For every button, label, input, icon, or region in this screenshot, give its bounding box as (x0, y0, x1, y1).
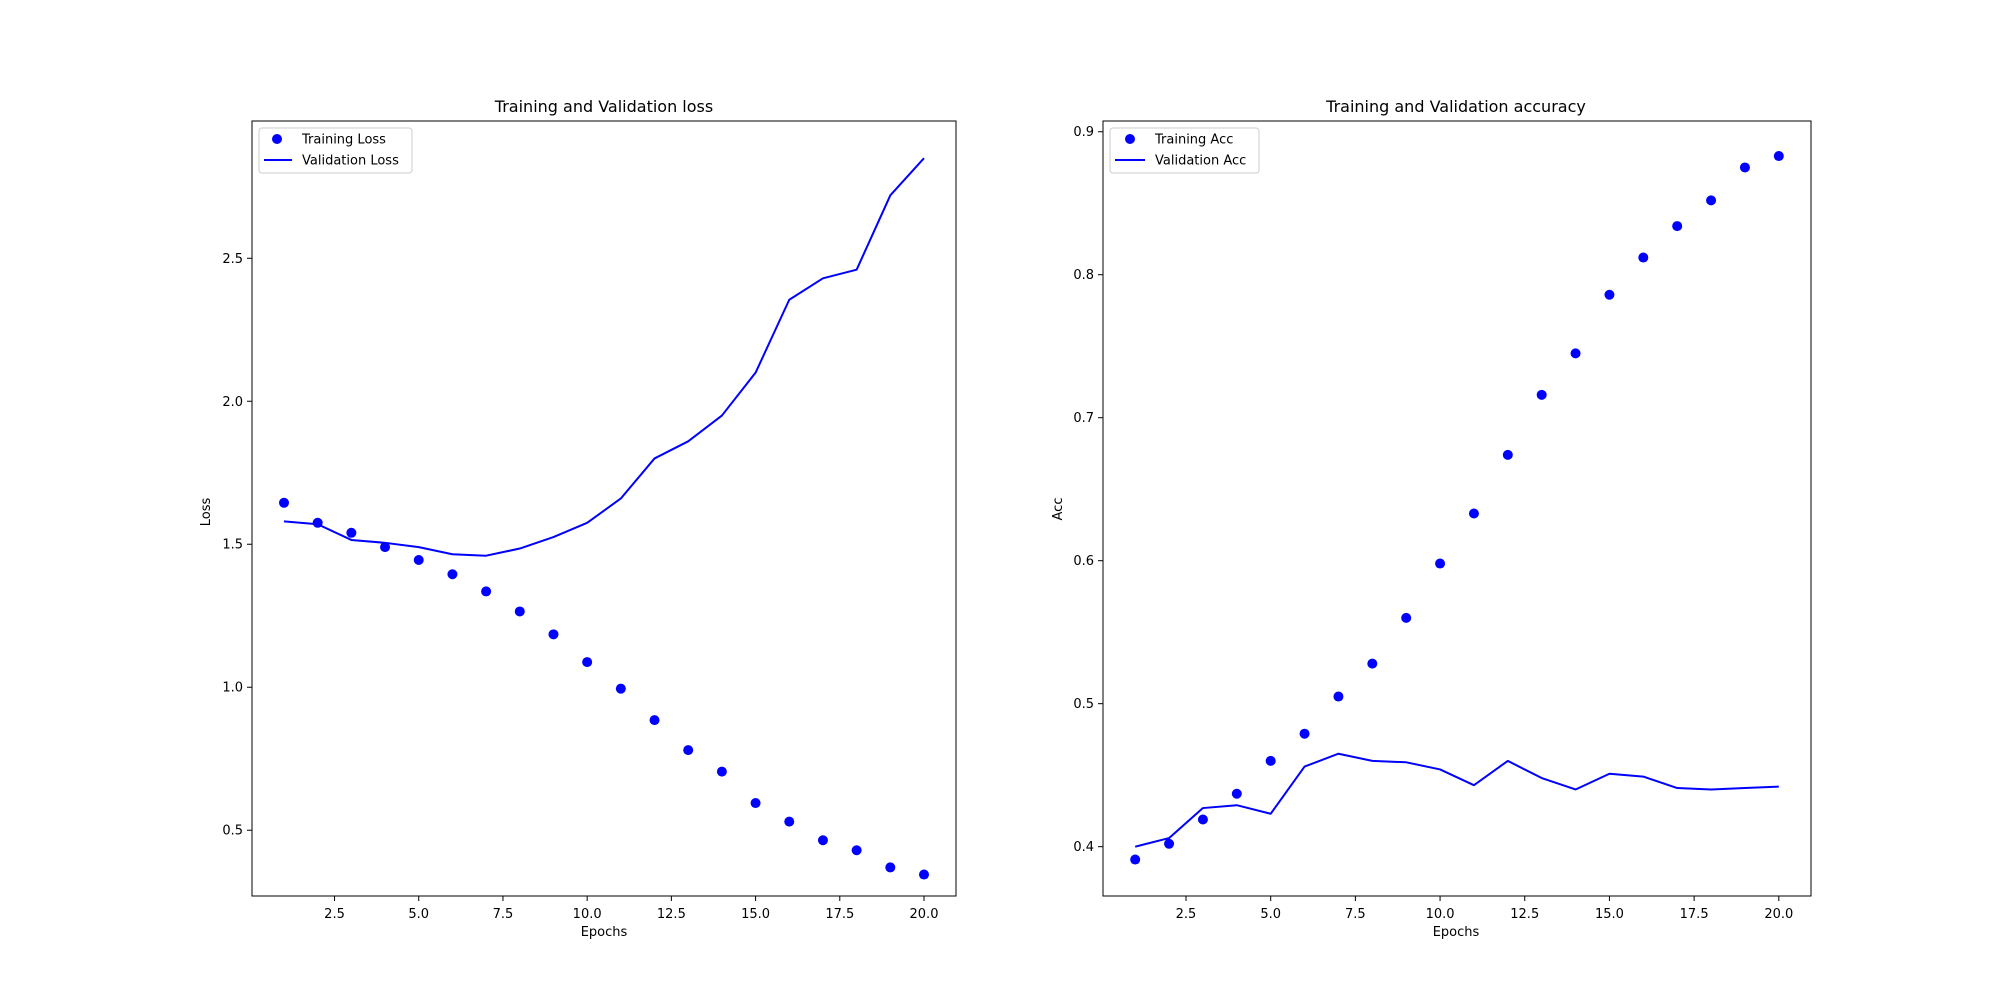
training-acc-point (1435, 558, 1446, 569)
loss-x-tick-label: 2.5 (324, 907, 345, 922)
loss-chart: Training and Validation loss Epochs Loss… (199, 97, 957, 940)
loss-axis-ticks: 2.5 5.0 7.5 10.0 12.5 15.0 17.5 20.0 0.5 1.0 1.5 2.… (222, 252, 938, 922)
training-loss-point (784, 816, 795, 827)
training-acc-point (1706, 195, 1717, 206)
accuracy-axes-frame (1102, 120, 1812, 897)
accuracy-x-tick-label: 2.5 (1176, 907, 1197, 922)
loss-legend: Training Loss Validation Loss (258, 127, 413, 174)
training-acc-point (1333, 691, 1344, 702)
accuracy-x-tick-label: 15.0 (1595, 907, 1624, 922)
training-loss-point (817, 835, 828, 846)
training-acc-point (1197, 814, 1208, 825)
training-loss-point (582, 657, 593, 668)
accuracy-legend-box (1109, 127, 1260, 174)
loss-axes-frame (251, 120, 957, 897)
loss-x-tick-label: 17.5 (825, 907, 854, 922)
training-loss-point (750, 798, 761, 809)
training-acc-point (1401, 612, 1412, 623)
loss-y-tick-label: 1.5 (222, 538, 243, 553)
accuracy-y-axis-label: Acc (1051, 498, 1066, 521)
training-loss-point (447, 569, 458, 580)
training-acc-point (1502, 449, 1513, 460)
training-acc-point (1570, 348, 1581, 359)
accuracy-x-tick-label: 20.0 (1764, 907, 1793, 922)
loss-legend-label-validation: Validation Loss (302, 154, 399, 169)
loss-x-tick-label: 12.5 (657, 907, 686, 922)
training-loss-point (481, 586, 492, 597)
training-loss-point (346, 527, 357, 538)
training-loss-point (514, 606, 525, 617)
training-acc-point (1773, 151, 1784, 162)
accuracy-legend-marker-training (1125, 134, 1135, 144)
loss-y-tick-label: 2.5 (222, 252, 243, 267)
accuracy-y-tick-label: 0.7 (1073, 411, 1094, 426)
training-acc-point (1536, 389, 1547, 400)
loss-legend-box (258, 127, 413, 174)
accuracy-plot-area (1130, 151, 1784, 865)
training-loss-point (413, 554, 424, 565)
training-loss-point (683, 745, 694, 756)
loss-legend-label-training: Training Loss (301, 133, 386, 148)
loss-y-tick-label: 0.5 (222, 824, 243, 839)
loss-chart-title: Training and Validation loss (494, 97, 713, 116)
loss-x-tick-label: 7.5 (493, 907, 514, 922)
training-loss-point (716, 766, 727, 777)
accuracy-y-tick-label: 0.8 (1073, 268, 1094, 283)
loss-x-tick-label: 10.0 (573, 907, 602, 922)
training-acc-point (1130, 854, 1141, 865)
accuracy-x-tick-label: 5.0 (1260, 907, 1281, 922)
accuracy-x-tick-label: 10.0 (1426, 907, 1455, 922)
training-acc-point (1468, 508, 1479, 519)
accuracy-x-tick-label: 7.5 (1345, 907, 1366, 922)
accuracy-y-tick-label: 0.6 (1073, 554, 1094, 569)
accuracy-chart-title: Training and Validation accuracy (1325, 97, 1586, 116)
training-loss-point (279, 497, 289, 508)
accuracy-y-tick-label: 0.5 (1073, 697, 1094, 712)
validation-acc-line (1134, 752, 1779, 848)
training-acc-point (1231, 788, 1242, 799)
training-loss-point (615, 683, 626, 694)
training-acc-point (1299, 728, 1310, 739)
training-acc-point (1739, 162, 1750, 173)
loss-x-tick-label: 5.0 (408, 907, 429, 922)
loss-x-tick-label: 20.0 (910, 907, 939, 922)
accuracy-x-tick-label: 12.5 (1510, 907, 1539, 922)
accuracy-axis-ticks: 2.5 5.0 7.5 10.0 12.5 15.0 17.5 20.0 0.4 0.5 0.6 0.… (1073, 125, 1793, 922)
accuracy-y-tick-label: 0.4 (1073, 840, 1094, 855)
accuracy-x-tick-label: 17.5 (1680, 907, 1709, 922)
accuracy-x-axis-label: Epochs (1433, 925, 1480, 940)
loss-plot-area (279, 157, 929, 880)
accuracy-legend-label-validation: Validation Acc (1155, 154, 1246, 169)
training-loss-point (380, 542, 391, 553)
accuracy-y-tick-label: 0.9 (1073, 125, 1094, 140)
training-loss-point (885, 862, 896, 873)
loss-legend-marker-training (272, 134, 282, 144)
training-acc-point (1265, 755, 1276, 766)
training-loss-point (649, 715, 660, 726)
training-acc-point (1164, 838, 1175, 849)
training-loss-point (851, 845, 862, 856)
accuracy-legend-label-training: Training Acc (1154, 133, 1233, 148)
loss-y-tick-label: 1.0 (222, 681, 243, 696)
training-acc-point (1367, 658, 1378, 669)
training-loss-point (548, 629, 559, 640)
loss-y-axis-label: Loss (199, 498, 214, 527)
loss-x-axis-label: Epochs (581, 925, 628, 940)
accuracy-chart: Training and Validation accuracy Epochs … (1051, 97, 1812, 940)
accuracy-legend: Training Acc Validation Acc (1109, 127, 1260, 174)
loss-x-tick-label: 15.0 (741, 907, 770, 922)
training-acc-point (1638, 252, 1649, 263)
loss-y-tick-label: 2.0 (222, 395, 243, 410)
validation-loss-line (283, 157, 925, 557)
training-loss-point (919, 869, 929, 880)
training-acc-point (1604, 289, 1615, 300)
training-acc-point (1672, 221, 1683, 232)
